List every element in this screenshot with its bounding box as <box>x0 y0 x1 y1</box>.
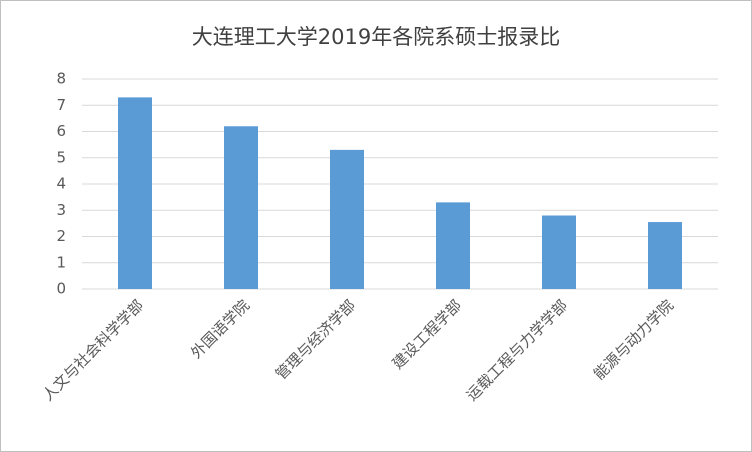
y-tick-label: 7 <box>56 96 66 114</box>
y-tick-label: 6 <box>56 122 66 140</box>
y-tick-label: 4 <box>56 175 66 193</box>
bar <box>542 215 576 289</box>
bar <box>224 126 258 289</box>
y-tick-label: 0 <box>56 280 66 298</box>
y-tick-label: 8 <box>56 70 66 88</box>
y-tick-label: 3 <box>56 201 66 219</box>
bar <box>648 222 682 289</box>
y-tick-label: 1 <box>56 253 66 271</box>
y-tick-label: 2 <box>56 227 66 245</box>
bar <box>436 202 470 289</box>
bar <box>118 97 152 289</box>
bar <box>330 149 364 289</box>
chart-title: 大连理工大学2019年各院系硕士报录比 <box>192 25 560 49</box>
y-tick-label: 5 <box>56 148 66 166</box>
